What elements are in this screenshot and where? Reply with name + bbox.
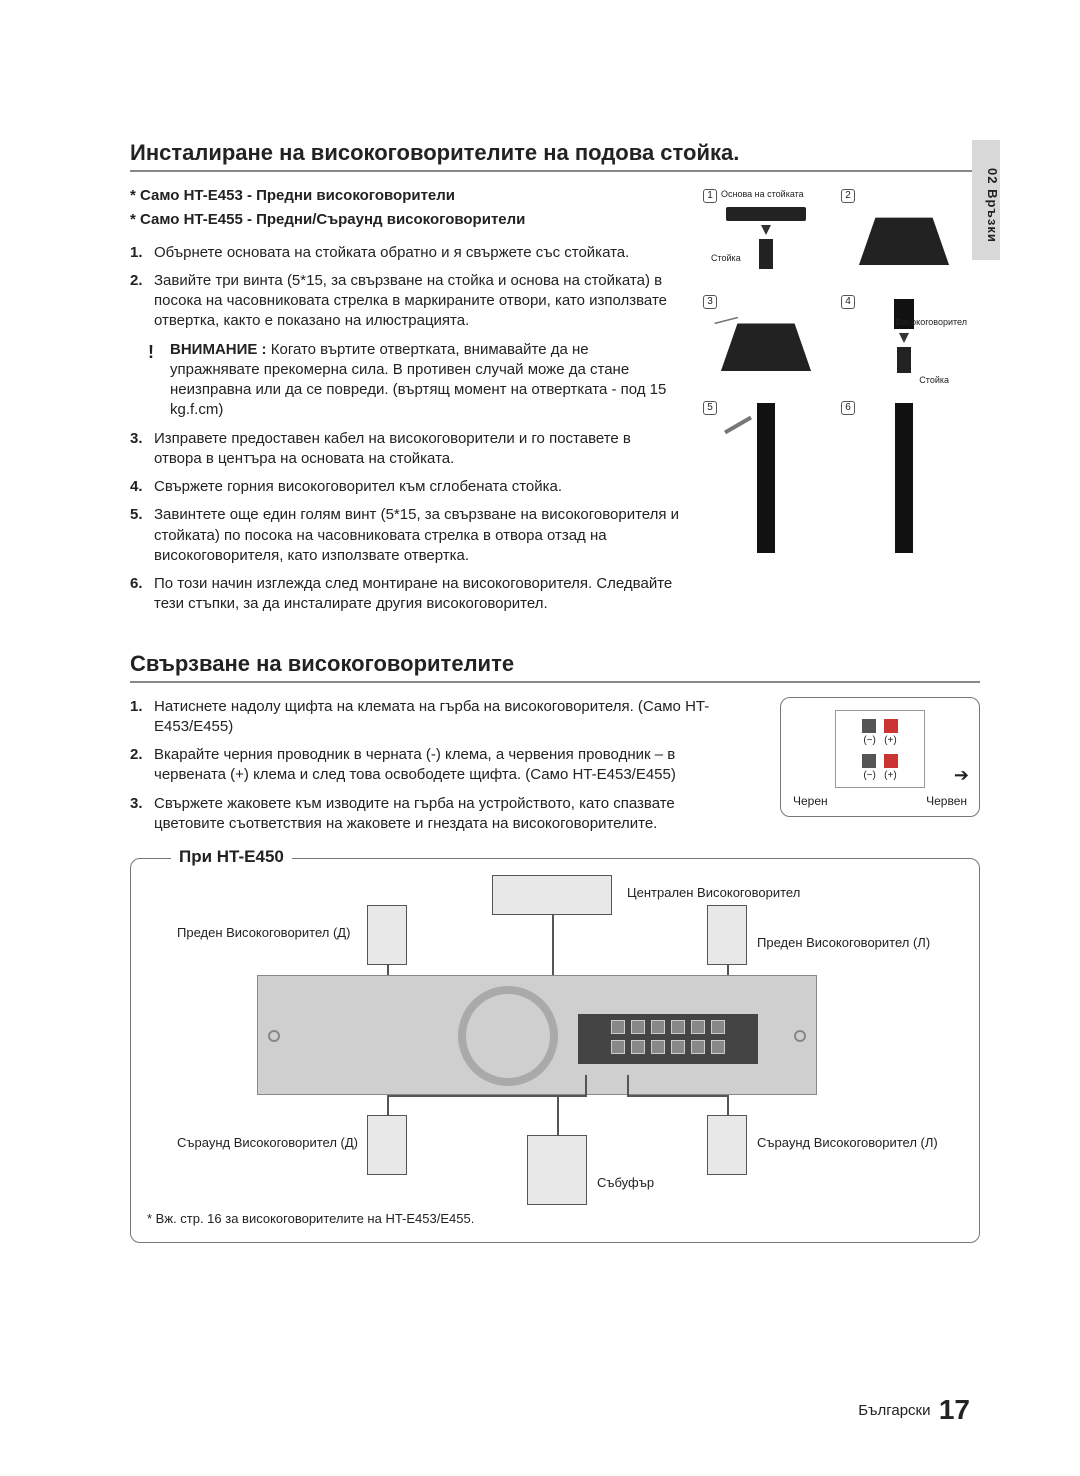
diagram-title: При HT-E450 — [171, 847, 292, 867]
front-l-speaker-label: Преден Високоговорител (Л) — [757, 935, 930, 950]
sur-l-speaker-icon — [707, 1115, 747, 1175]
fig-4: 4 Високоговорител Стойка — [838, 292, 970, 392]
sur-r-speaker-label: Съраунд Високоговорител (Д) — [177, 1135, 358, 1150]
center-speaker-icon — [492, 875, 612, 915]
section1-text: * Само HT-E453 - Предни високоговорители… — [130, 186, 680, 623]
fig4-label-spk: Високоговорител — [896, 317, 967, 327]
subwoofer-label: Събуфър — [597, 1175, 654, 1190]
front-r-speaker-icon — [367, 905, 407, 965]
step-3: Изправете предоставен кабел на високогов… — [130, 429, 680, 470]
fig-6: 6 — [838, 398, 970, 558]
fig-1: 1 Основа на стойката Стойка — [700, 186, 832, 286]
sub1: * Само HT-E453 - Предни високоговорители — [130, 186, 680, 206]
fig1-num: 1 — [703, 189, 717, 203]
step-1: Обърнете основата на стойката обратно и … — [130, 243, 680, 263]
step-6: По този начин изглежда след монтиране на… — [130, 574, 680, 615]
terminal-red-label: Червен — [926, 794, 967, 808]
section1-row: * Само HT-E453 - Предни високоговорители… — [130, 186, 980, 623]
front-l-speaker-icon — [707, 905, 747, 965]
diagram-footnote: * Вж. стр. 16 за високоговорителите на H… — [147, 1211, 963, 1226]
fig-3: 3 — [700, 292, 832, 392]
step-5: Завинтете още един голям винт (5*15, за … — [130, 505, 680, 566]
s2-step-3: Свържете жаковете към изводите на гърба … — [130, 794, 740, 835]
section2-row: Натиснете надолу щифта на клемата на гър… — [130, 697, 980, 843]
front-r-speaker-label: Преден Високоговорител (Д) — [177, 925, 350, 940]
sur-l-speaker-label: Съраунд Високоговорител (Л) — [757, 1135, 938, 1150]
section1-steps-cont: Изправете предоставен кабел на високогов… — [130, 429, 680, 615]
terminal-black-label: Черен — [793, 794, 828, 808]
center-speaker-label: Централен Високоговорител — [627, 885, 800, 900]
subwoofer-icon — [527, 1135, 587, 1205]
pol-minus-2: (−) — [863, 770, 876, 781]
section2-title: Свързване на високоговорителите — [130, 651, 980, 683]
pol-minus-1: (−) — [863, 735, 876, 746]
sur-r-speaker-icon — [367, 1115, 407, 1175]
diagram-area: Централен Високоговорител Преден Високог… — [147, 875, 963, 1205]
section1-title: Инсталиране на високоговорителите на под… — [130, 140, 980, 172]
section2-steps: Натиснете надолу щифта на клемата на гър… — [130, 697, 740, 835]
warning-label: ВНИМАНИЕ : — [170, 341, 271, 358]
fig2-num: 2 — [841, 189, 855, 203]
sub2: * Само HT-E455 - Предни/Съраунд високого… — [130, 210, 680, 230]
terminal-arrow-icon: ➔ — [954, 765, 969, 786]
diagram-box: При HT-E450 Централен Високоговорител Пр… — [130, 858, 980, 1243]
main-unit-icon — [257, 975, 817, 1095]
terminal-figure: (−) (+) (−) (+) Черен Червен ➔ — [760, 697, 980, 843]
fig4-num: 4 — [841, 295, 855, 309]
s2-step-1: Натиснете надолу щифта на клемата на гър… — [130, 697, 740, 738]
s2-step-2: Вкарайте черния проводник в черната (-) … — [130, 745, 740, 786]
section1-figures: 1 Основа на стойката Стойка 2 3 4 Високо… — [700, 186, 980, 623]
page-footer: Български 17 — [858, 1394, 970, 1426]
fig1-label-base: Основа на стойката — [721, 189, 804, 199]
pol-plus-2: (+) — [884, 770, 897, 781]
fig3-num: 3 — [703, 295, 717, 309]
footer-lang: Български — [858, 1402, 930, 1419]
fig5-num: 5 — [703, 401, 717, 415]
fig-2: 2 — [838, 186, 970, 286]
side-tab: 02 Връзки — [972, 140, 1000, 260]
step-4: Свържете горния високоговорител към сгло… — [130, 477, 680, 497]
section2-text: Натиснете надолу щифта на клемата на гър… — [130, 697, 740, 843]
fig6-num: 6 — [841, 401, 855, 415]
step-2: Завийте три винта (5*15, за свързване на… — [130, 271, 680, 332]
fig-5: 5 — [700, 398, 832, 558]
footer-page: 17 — [939, 1394, 970, 1425]
fig1-label-stand: Стойка — [711, 253, 741, 263]
warning-block: ВНИМАНИЕ : Когато въртите отвертката, вн… — [130, 340, 680, 421]
section1-steps: Обърнете основата на стойката обратно и … — [130, 243, 680, 332]
pol-plus-1: (+) — [884, 735, 897, 746]
fig4-label-stand: Стойка — [919, 375, 949, 385]
